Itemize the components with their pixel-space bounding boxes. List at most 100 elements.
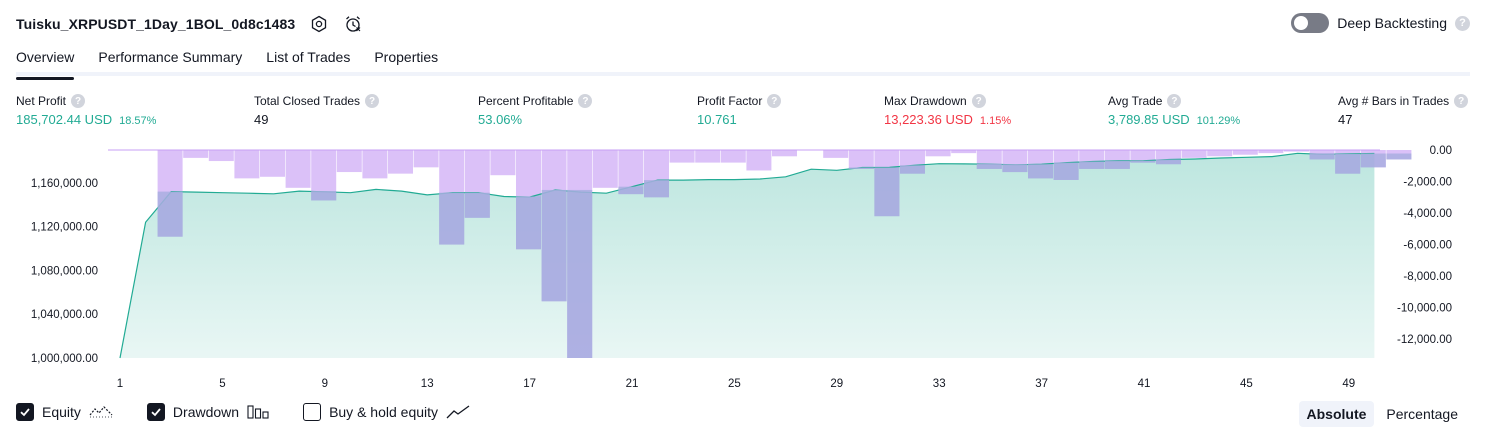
stat-label: Percent Profitable	[478, 94, 574, 108]
stat-percent: 1.15%	[979, 115, 1012, 127]
drawdown-bar	[490, 150, 516, 176]
info-icon[interactable]: ?	[365, 94, 380, 108]
info-icon[interactable]: ?	[578, 94, 593, 108]
equity-drawdown-chart[interactable]: 1,000,000.00 1,040,000.00 1,080,000.00 1,12…	[0, 140, 1486, 398]
stat-value: 49	[254, 112, 269, 127]
tab-performance-summary[interactable]: Performance Summary	[98, 49, 243, 65]
drawdown-overlap	[567, 189, 593, 358]
settings-hex-icon[interactable]	[309, 14, 329, 34]
x-tick-label: 1	[117, 378, 123, 390]
drawdown-bar	[362, 150, 388, 179]
stat-percent-profitable: Percent Profitable? 53.06%	[478, 93, 593, 127]
drawdown-bar	[260, 150, 285, 177]
drawdown-bar	[823, 150, 849, 158]
drawdown-overlap	[1335, 153, 1361, 174]
drawdown-bars-icon	[247, 404, 269, 420]
help-icon[interactable]: ?	[1455, 15, 1470, 31]
drawdown-bar	[772, 150, 797, 157]
tab-properties[interactable]: Properties	[374, 49, 439, 65]
drawdown-bar	[951, 150, 977, 154]
drawdown-overlap	[1156, 159, 1181, 165]
drawdown-overlap	[157, 191, 183, 237]
drawdown-overlap	[1130, 160, 1156, 163]
stat-value: 47	[1338, 112, 1353, 127]
equity-axis-label: 1,040,000.00	[31, 309, 98, 321]
equity-line-icon	[89, 404, 113, 420]
drawdown-bar	[208, 150, 234, 162]
drawdown-overlap	[464, 192, 490, 218]
drawdown-overlap	[1360, 153, 1386, 168]
deep-backtesting-toggle[interactable]	[1291, 13, 1330, 33]
info-icon[interactable]: ?	[767, 94, 782, 108]
buy-hold-label: Buy & hold equity	[329, 404, 439, 420]
drawdown-overlap	[1079, 161, 1105, 169]
drawdown-bar	[669, 150, 695, 163]
deep-backtesting: Deep Backtesting ?	[1291, 13, 1470, 33]
x-tick-label: 5	[219, 378, 225, 390]
drawdown-overlap	[1309, 153, 1335, 160]
stat-value: 3,789.85 USD	[1108, 112, 1190, 127]
drawdown-bar	[1232, 150, 1258, 155]
tab-list-of-trades[interactable]: List of Trades	[266, 49, 351, 65]
stat-profit-factor: Profit Factor? 10.761	[697, 93, 782, 127]
info-icon[interactable]: ?	[971, 94, 986, 108]
drawdown-toggle[interactable]: Drawdown	[146, 403, 269, 421]
drawdown-checkbox[interactable]	[146, 403, 165, 421]
stat-max-drawdown: Max Drawdown? 13,223.36 USD 1.15%	[884, 93, 1011, 127]
drawdown-overlap	[516, 196, 541, 250]
drawdown-axis-label: -4,000.00	[1403, 208, 1452, 220]
stat-avg-bars: Avg # Bars in Trades? 47	[1338, 93, 1469, 127]
drawdown-overlap	[311, 191, 337, 201]
stat-total-closed-trades: Total Closed Trades? 49	[254, 93, 380, 127]
report-header: Tuisku_XRPUSDT_1Day_1BOL_0d8c1483	[16, 12, 363, 36]
tab-overview[interactable]: Overview	[16, 44, 75, 80]
alarm-clock-icon[interactable]	[343, 14, 363, 34]
report-tabs: Overview Performance Summary List of Tra…	[16, 44, 1470, 80]
strategy-name: Tuisku_XRPUSDT_1Day_1BOL_0d8c1483	[16, 16, 296, 32]
equity-axis-label: 1,000,000.00	[31, 353, 98, 365]
info-icon[interactable]: ?	[1454, 94, 1469, 108]
drawdown-axis-label: -10,000.00	[1397, 303, 1452, 315]
drawdown-bar	[592, 150, 618, 188]
x-tick-label: 25	[728, 378, 741, 390]
absolute-button[interactable]: Absolute	[1298, 401, 1375, 427]
x-tick-label: 21	[626, 378, 639, 390]
stat-label: Avg Trade	[1108, 94, 1163, 108]
drawdown-bar	[925, 150, 951, 157]
x-tick-label: 33	[933, 378, 946, 390]
stat-avg-trade: Avg Trade? 3,789.85 USD 101.29%	[1108, 93, 1240, 127]
drawdown-bar	[183, 150, 209, 158]
deep-backtesting-label: Deep Backtesting	[1337, 15, 1447, 31]
stat-label: Net Profit	[16, 94, 67, 108]
equity-axis-label: 1,160,000.00	[31, 178, 98, 190]
info-icon[interactable]: ?	[71, 94, 86, 108]
buy-hold-line-icon	[446, 404, 470, 420]
x-tick-label: 13	[421, 378, 434, 390]
drawdown-overlap	[618, 186, 644, 195]
drawdown-axis-label: -12,000.00	[1397, 334, 1452, 346]
drawdown-bar	[285, 150, 311, 188]
stat-label: Max Drawdown	[884, 94, 967, 108]
drawdown-bar	[388, 150, 413, 174]
drawdown-bar	[848, 150, 874, 169]
drawdown-bar	[1207, 150, 1233, 157]
x-tick-label: 17	[523, 378, 536, 390]
buy-hold-checkbox[interactable]	[303, 403, 322, 421]
equity-label: Equity	[42, 404, 81, 420]
x-tick-label: 37	[1035, 378, 1048, 390]
drawdown-overlap	[1028, 164, 1053, 179]
info-icon[interactable]: ?	[1167, 94, 1182, 108]
drawdown-bar	[1181, 150, 1207, 158]
drawdown-overlap	[1002, 164, 1028, 173]
drawdown-overlap	[541, 189, 567, 302]
drawdown-overlap	[976, 163, 1002, 169]
equity-toggle[interactable]: Equity	[16, 403, 113, 421]
equity-checkbox[interactable]	[16, 403, 34, 421]
stat-value: 10.761	[697, 112, 737, 127]
drawdown-bar	[234, 150, 260, 179]
stat-label: Total Closed Trades	[254, 94, 361, 108]
drawdown-overlap	[1053, 162, 1079, 180]
buy-hold-toggle[interactable]: Buy & hold equity	[303, 403, 470, 421]
drawdown-overlap	[874, 167, 900, 217]
percentage-button[interactable]: Percentage	[1386, 406, 1458, 422]
